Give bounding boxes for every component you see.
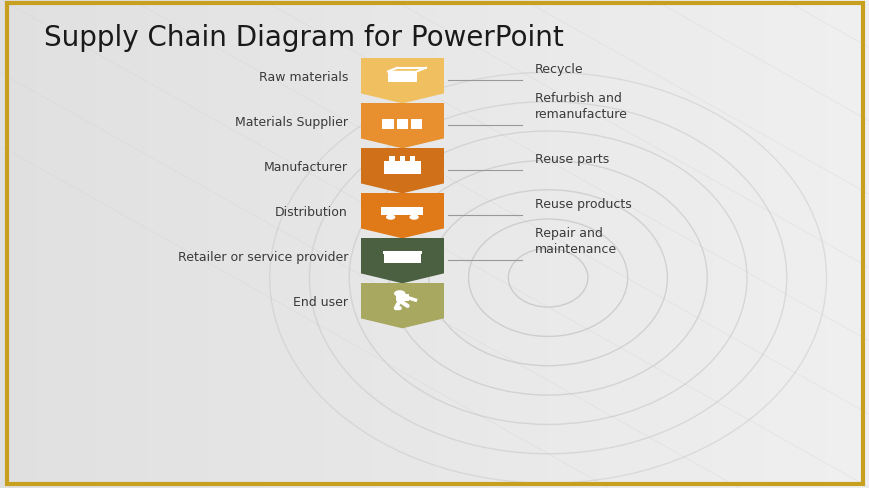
Text: Raw materials: Raw materials [258, 71, 348, 84]
Text: Reuse parts: Reuse parts [534, 153, 608, 166]
Text: Supply Chain Diagram for PowerPoint: Supply Chain Diagram for PowerPoint [43, 24, 562, 52]
Text: Reuse products: Reuse products [534, 198, 631, 211]
Bar [410, 157, 415, 162]
Bar [396, 120, 408, 130]
Bar [400, 157, 405, 162]
Polygon shape [361, 94, 443, 103]
Polygon shape [361, 228, 443, 238]
Circle shape [386, 215, 395, 220]
Polygon shape [361, 273, 443, 283]
Polygon shape [361, 139, 443, 148]
Bar [383, 162, 420, 175]
Bar [389, 157, 395, 162]
Bar [383, 254, 420, 264]
Bar [361, 193, 443, 228]
Bar [381, 120, 394, 130]
Circle shape [409, 215, 418, 220]
Polygon shape [361, 318, 443, 328]
Bar [388, 72, 416, 82]
Text: Materials Supplier: Materials Supplier [235, 116, 348, 129]
Text: Manufacturer: Manufacturer [263, 161, 348, 174]
Bar [361, 148, 443, 183]
Bar [395, 295, 408, 301]
Polygon shape [361, 183, 443, 193]
Bar [361, 283, 443, 318]
Bar [410, 208, 422, 216]
Text: Distribution: Distribution [275, 205, 348, 219]
Bar [361, 238, 443, 273]
Bar [381, 208, 422, 216]
Text: Refurbish and
remanufacture: Refurbish and remanufacture [534, 92, 627, 121]
Bar [361, 103, 443, 139]
Bar [361, 59, 443, 94]
Text: End user: End user [293, 295, 348, 308]
Bar [382, 251, 421, 254]
Circle shape [394, 291, 405, 297]
Text: Recycle: Recycle [534, 63, 583, 76]
Bar [410, 120, 422, 130]
Text: Retailer or service provider: Retailer or service provider [177, 250, 348, 264]
Text: Repair and
maintenance: Repair and maintenance [534, 227, 616, 256]
